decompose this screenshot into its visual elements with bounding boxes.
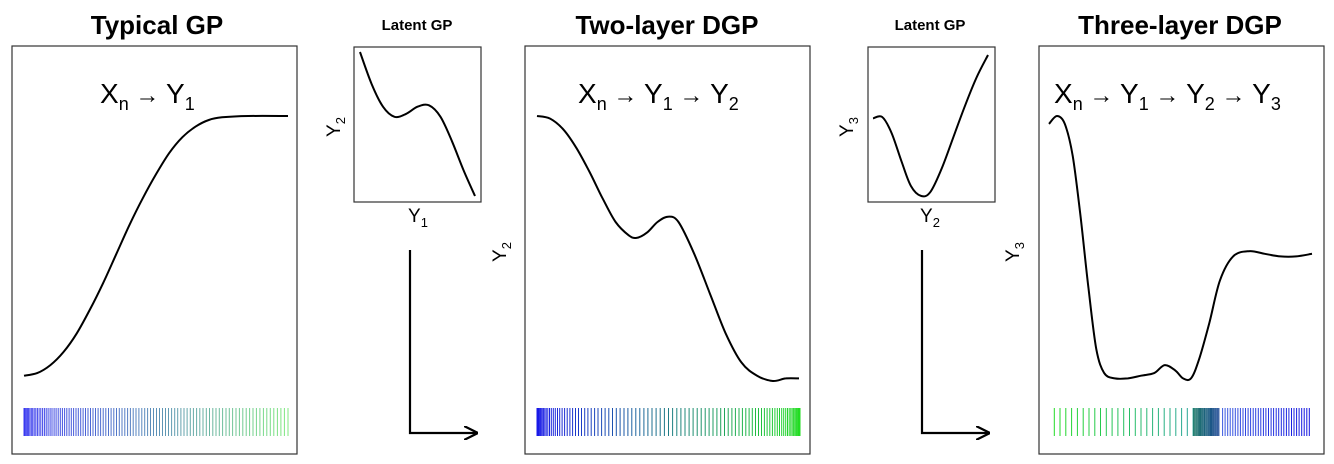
panel-two-layer-dgp: Two-layer DGP Xn → Y1 → Y2 Y2 X [490, 10, 811, 464]
panel-frame [1038, 45, 1325, 455]
panel-formula: Xn → Y1 → Y2 → Y3 [1054, 78, 1281, 114]
latent-curve [359, 51, 476, 197]
latent-title: Latent GP [382, 17, 453, 34]
panel-title: Typical GP [91, 10, 223, 40]
flow-arrow-1 [408, 250, 478, 433]
panel-y-label: Y3 [1003, 242, 1027, 262]
latent-y-label: Y2 [324, 117, 348, 137]
panel-formula: Xn → Y1 → Y2 [578, 78, 739, 114]
panel-frame [524, 45, 811, 455]
panel-curve [1048, 114, 1313, 382]
panel-typical-gp: Typical GP Xn → Y1 X [11, 10, 298, 464]
latent-curve [872, 54, 989, 198]
panel-x-label: X [147, 461, 160, 464]
latent-x-label: Y1 [408, 206, 428, 230]
panel-color-bar [536, 408, 801, 436]
panel-title: Two-layer DGP [575, 10, 758, 40]
flow-arrow-2 [920, 250, 990, 433]
panel-curve [23, 114, 289, 377]
formula-text: Xn → Y1 [100, 78, 195, 114]
panel-x-label: X [660, 461, 673, 464]
latent-panel-1: Latent GP Y2 Y1 [324, 17, 482, 230]
panel-curve [536, 115, 800, 383]
panel-y-label: Y2 [490, 242, 514, 262]
panel-formula: Xn → Y1 [100, 78, 195, 114]
panel-color-bar [1053, 408, 1310, 436]
formula-text: Xn → Y1 → Y2 → Y3 [1054, 78, 1281, 114]
panel-color-bar [23, 408, 289, 436]
latent-panel-2: Latent GP Y3 Y2 [837, 17, 996, 230]
panel-three-layer-dgp: Three-layer DGP Xn → Y1 → Y2 → Y3 Y3 X [1003, 10, 1325, 464]
latent-y-label: Y3 [837, 117, 861, 137]
panel-x-label: X [1173, 461, 1186, 464]
formula-text: Xn → Y1 → Y2 [578, 78, 739, 114]
latent-frame [353, 46, 482, 203]
latent-x-label: Y2 [920, 206, 940, 230]
panel-frame [11, 45, 298, 455]
panel-title: Three-layer DGP [1078, 10, 1282, 40]
latent-title: Latent GP [895, 17, 966, 34]
latent-frame [867, 46, 996, 203]
